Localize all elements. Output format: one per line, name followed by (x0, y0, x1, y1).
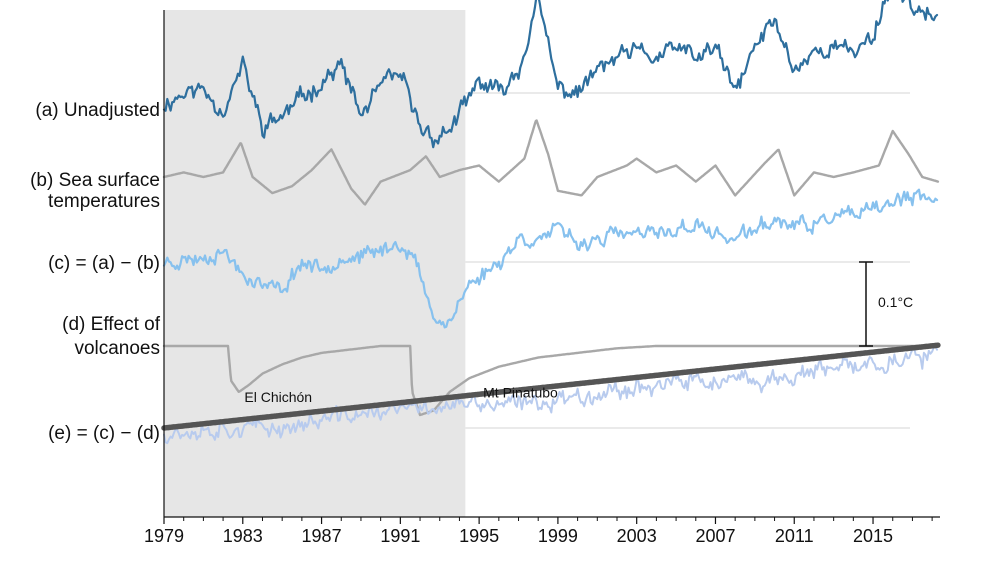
x-tick-label: 1983 (223, 526, 263, 546)
row-label-c: (c) = (a) − (b) (48, 253, 160, 274)
x-tick-label: 2015 (853, 526, 893, 546)
row-label-e: (e) = (c) − (d) (48, 423, 160, 444)
series-c-adjusted (162, 188, 939, 329)
x-tick-label: 1987 (302, 526, 342, 546)
x-tick-label: 2003 (617, 526, 657, 546)
x-tick-label: 1991 (380, 526, 420, 546)
series-e-final (163, 345, 938, 445)
volcano-label: El Chichón (244, 389, 312, 405)
row-label-b: temperatures (48, 191, 160, 212)
scale-bar-label: 0.1°C (878, 294, 913, 310)
x-tick-label: 2007 (695, 526, 735, 546)
row-label-b: (b) Sea surface (30, 170, 160, 191)
x-tick-label: 1995 (459, 526, 499, 546)
volcano-label: Mt Pinatubo (483, 385, 558, 401)
x-tick-label: 2011 (775, 526, 814, 546)
row-label-a: (a) Unadjusted (35, 100, 160, 121)
row-label-d: volcanoes (74, 338, 160, 359)
series-d-volcanoes (162, 344, 940, 417)
series-b-sst (162, 119, 940, 206)
series-e-trend (161, 342, 941, 431)
x-tick-label: 1999 (538, 526, 578, 546)
row-label-d: (d) Effect of (62, 314, 161, 335)
series-a-unadjusted (162, 0, 939, 149)
x-tick-label: 1979 (144, 526, 184, 546)
